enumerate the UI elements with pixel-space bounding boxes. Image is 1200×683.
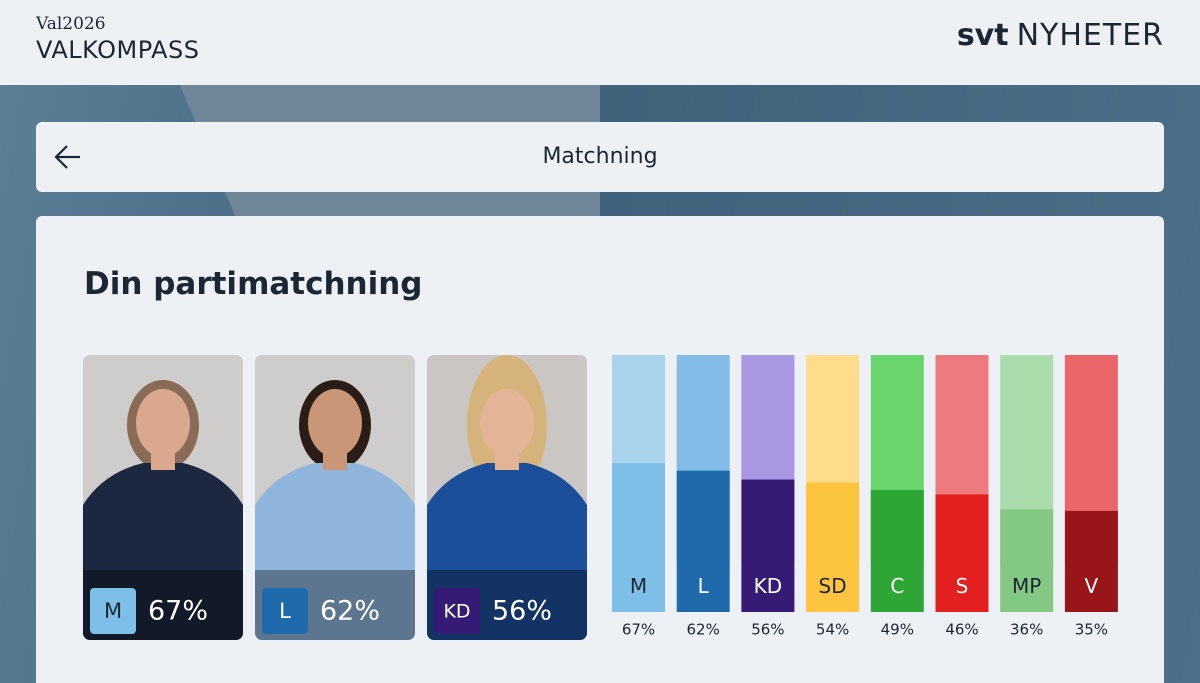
app-title[interactable]: VALKOMPASS <box>36 36 200 64</box>
face <box>308 389 362 457</box>
value-label: 36% <box>1010 621 1043 639</box>
bar <box>1000 509 1054 563</box>
party-badge <box>90 588 136 634</box>
back-button[interactable] <box>54 144 82 170</box>
candidate-card[interactable]: L 62% <box>255 355 415 640</box>
value-label: 46% <box>945 621 978 639</box>
bar <box>676 470 730 563</box>
party-label-box <box>612 563 665 612</box>
party-label-box <box>806 563 860 612</box>
match-percent: 67% <box>148 596 208 627</box>
bar <box>870 489 924 563</box>
party-badge <box>434 588 480 634</box>
nav-title: Matchning <box>542 144 658 169</box>
header: Val2026 VALKOMPASS svt NYHETER <box>0 0 1200 85</box>
section-title: Din partimatchning <box>84 266 423 302</box>
value-label: 49% <box>881 621 914 639</box>
value-label: 35% <box>1075 621 1108 639</box>
value-label: 56% <box>751 621 784 639</box>
party-label: M <box>630 574 647 598</box>
value-label: 54% <box>816 621 849 639</box>
party-label: C <box>890 574 904 598</box>
party-label: KD <box>754 574 783 598</box>
brand-section: NYHETER <box>1016 18 1164 53</box>
candidate-card[interactable]: M 67% <box>83 355 243 640</box>
party-badge-label: M <box>104 599 122 623</box>
value-label: 62% <box>687 621 720 639</box>
match-percent: 56% <box>492 596 552 627</box>
bar <box>806 482 860 563</box>
party-label: SD <box>819 574 847 598</box>
party-label-box <box>1000 563 1054 612</box>
party-label: MP <box>1012 574 1041 598</box>
party-badge <box>262 588 308 634</box>
party-label-box <box>870 563 924 612</box>
party-badge-label: L <box>279 599 291 623</box>
bar <box>1064 510 1118 563</box>
bar <box>612 463 665 563</box>
party-label: S <box>956 574 969 598</box>
match-percent: 62% <box>320 596 380 627</box>
candidate-card[interactable]: KD 56% <box>427 355 587 640</box>
party-label-box <box>935 563 989 612</box>
header-kicker: Val2026 <box>36 14 106 34</box>
face <box>136 389 190 457</box>
party-label: V <box>1085 574 1099 598</box>
face <box>480 389 534 457</box>
bar <box>935 494 989 563</box>
value-label: 67% <box>622 621 655 639</box>
candidate-photo <box>427 355 587 640</box>
brand-logo[interactable]: svt NYHETER <box>957 18 1164 53</box>
party-badge-label: KD <box>443 601 470 623</box>
brand: svt <box>956 18 1009 53</box>
party-label-box <box>1064 563 1118 612</box>
nav-bar: Matchning <box>36 122 1164 192</box>
party-label-box <box>676 563 730 612</box>
party-label: L <box>698 574 710 598</box>
party-label-box <box>741 563 795 612</box>
bar <box>741 479 795 563</box>
